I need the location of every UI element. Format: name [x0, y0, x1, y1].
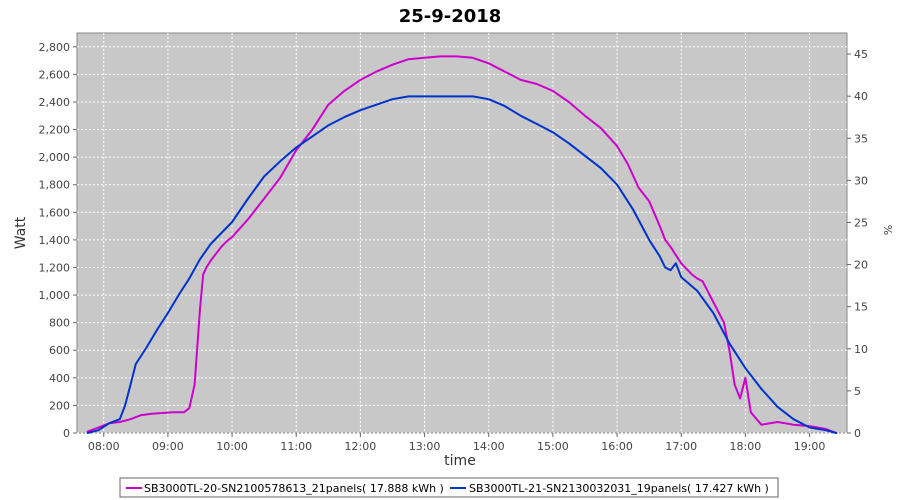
grid-lines: [77, 33, 847, 434]
y-tick-label: 1,200: [39, 261, 71, 274]
y-tick-label: 600: [49, 344, 70, 357]
y-tick-label: 1,400: [39, 234, 71, 247]
x-tick-label: 14:00: [473, 440, 505, 453]
y-tick-label: 200: [49, 399, 70, 412]
x-tick-label: 11:00: [280, 440, 312, 453]
x-tick-label: 19:00: [794, 440, 826, 453]
y2-tick-label: 25: [854, 216, 868, 229]
y2-tick-label: 5: [854, 385, 861, 398]
y2-tick-label: 10: [854, 343, 868, 356]
y-tick-label: 800: [49, 317, 70, 330]
y2-axis-label: %: [881, 225, 894, 235]
legend-entry-1: SB3000TL-20-SN2100578613_21panels( 17.88…: [144, 482, 444, 495]
y-axis-ticks: 0 200 400 600 800 1,000 1,200 1,400 1,600 1,800 2,…: [39, 41, 77, 440]
legend-box: [119, 477, 779, 498]
x-tick-label: 18:00: [730, 440, 762, 453]
y2-axis-ticks: 0 5 10 15 20 25 30 35 40 45: [847, 48, 868, 440]
x-tick-label: 16:00: [601, 440, 633, 453]
x-axis-ticks: 08:00 09:00 10:00 11:00 12:00 13:00 14:00 15:00…: [88, 433, 826, 453]
y-tick-label: 400: [49, 372, 70, 385]
y2-tick-label: 45: [854, 48, 868, 61]
x-tick-label: 08:00: [88, 440, 120, 453]
series-layer: [86, 55, 838, 434]
legend: SB3000TL-20-SN2100578613_21panels( 17.88…: [119, 477, 779, 498]
y2-tick-label: 35: [854, 132, 868, 145]
y2-tick-label: 20: [854, 259, 868, 272]
y-tick-label: 1,000: [39, 289, 71, 302]
chart-title: 25-9-2018: [399, 6, 502, 27]
x-tick-label: 12:00: [345, 440, 377, 453]
x-tick-label: 15:00: [537, 440, 569, 453]
x-tick-label: 10:00: [216, 440, 248, 453]
y2-tick-label: 15: [854, 301, 868, 314]
y2-tick-label: 0: [854, 427, 861, 440]
y-tick-label: 0: [63, 427, 70, 440]
y-axis-label: Watt: [13, 216, 29, 249]
x-tick-label: 09:00: [152, 440, 184, 453]
x-axis-label: time: [444, 453, 476, 469]
x-tick-label: 17:00: [665, 440, 697, 453]
series-line-1: [86, 55, 838, 434]
y-tick-label: 2,000: [39, 151, 71, 164]
legend-entry-2: SB3000TL-21-SN2130032031_19panels( 17.42…: [469, 482, 769, 495]
y-tick-label: 2,400: [39, 96, 71, 109]
series-line-2: [86, 95, 838, 434]
y-tick-label: 2,600: [39, 68, 71, 81]
y2-tick-label: 40: [854, 90, 868, 103]
x-tick-label: 13:00: [409, 440, 441, 453]
y2-tick-label: 30: [854, 174, 868, 187]
plot-area: [76, 32, 848, 434]
y-tick-label: 2,800: [39, 41, 71, 54]
y-tick-label: 2,200: [39, 124, 71, 137]
y-tick-label: 1,600: [39, 206, 71, 219]
y-tick-label: 1,800: [39, 179, 71, 192]
